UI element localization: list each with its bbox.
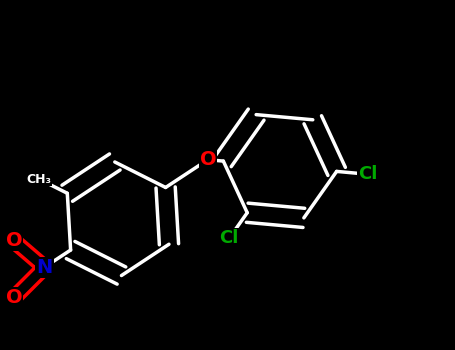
Text: Cl: Cl	[219, 229, 239, 247]
Text: CH₃: CH₃	[27, 173, 52, 186]
Text: O: O	[199, 150, 216, 169]
Text: O: O	[5, 231, 22, 251]
Text: N: N	[36, 258, 53, 277]
Text: Cl: Cl	[358, 165, 378, 183]
Text: O: O	[5, 288, 22, 307]
